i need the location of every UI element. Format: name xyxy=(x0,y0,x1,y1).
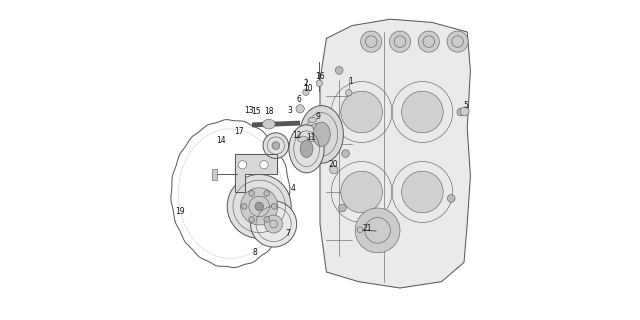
Circle shape xyxy=(296,105,305,113)
Circle shape xyxy=(341,171,383,213)
Circle shape xyxy=(357,227,363,233)
Circle shape xyxy=(249,190,255,196)
Circle shape xyxy=(342,150,349,157)
Text: 17: 17 xyxy=(234,127,244,136)
Text: 15: 15 xyxy=(251,107,261,116)
Circle shape xyxy=(402,91,443,133)
Circle shape xyxy=(264,190,269,196)
Text: 8: 8 xyxy=(253,248,258,257)
Ellipse shape xyxy=(300,106,344,163)
Circle shape xyxy=(402,171,443,213)
Circle shape xyxy=(341,91,383,133)
Circle shape xyxy=(447,195,455,202)
Ellipse shape xyxy=(307,137,316,142)
Circle shape xyxy=(330,165,338,174)
Circle shape xyxy=(339,204,346,212)
Circle shape xyxy=(239,161,247,169)
Circle shape xyxy=(460,107,469,116)
Circle shape xyxy=(271,204,277,209)
Ellipse shape xyxy=(308,117,317,123)
Text: 7: 7 xyxy=(285,229,291,238)
Ellipse shape xyxy=(298,136,308,142)
Text: 5: 5 xyxy=(463,101,468,110)
Text: 20: 20 xyxy=(329,160,339,169)
Bar xyxy=(212,169,217,180)
Ellipse shape xyxy=(289,125,324,173)
Circle shape xyxy=(263,133,289,158)
Text: 12: 12 xyxy=(292,131,301,140)
Circle shape xyxy=(260,161,268,169)
Text: 21: 21 xyxy=(363,224,372,233)
Circle shape xyxy=(457,108,465,116)
Text: 11: 11 xyxy=(307,133,316,142)
Circle shape xyxy=(241,188,278,225)
Ellipse shape xyxy=(312,124,322,129)
Text: 14: 14 xyxy=(216,136,226,145)
Text: 4: 4 xyxy=(291,184,295,193)
Circle shape xyxy=(355,208,400,253)
Circle shape xyxy=(389,31,411,52)
Circle shape xyxy=(447,31,468,52)
Circle shape xyxy=(303,89,309,95)
Circle shape xyxy=(265,215,283,233)
Circle shape xyxy=(249,217,255,222)
Text: 13: 13 xyxy=(244,106,254,115)
Text: 6: 6 xyxy=(297,95,301,104)
Text: 19: 19 xyxy=(175,207,185,216)
Text: 1: 1 xyxy=(348,77,353,86)
Polygon shape xyxy=(320,19,470,288)
Circle shape xyxy=(361,31,382,52)
Text: 10: 10 xyxy=(303,84,313,93)
Circle shape xyxy=(346,90,352,96)
Circle shape xyxy=(316,80,323,86)
Ellipse shape xyxy=(300,140,313,157)
Circle shape xyxy=(251,201,297,247)
Text: 3: 3 xyxy=(287,106,292,115)
Circle shape xyxy=(255,202,264,211)
Text: 18: 18 xyxy=(265,107,274,116)
Circle shape xyxy=(264,217,269,222)
Circle shape xyxy=(241,204,247,209)
Circle shape xyxy=(227,174,291,238)
Ellipse shape xyxy=(313,122,330,147)
Circle shape xyxy=(272,142,280,149)
Text: 16: 16 xyxy=(315,72,325,81)
Polygon shape xyxy=(236,154,277,192)
Text: 9: 9 xyxy=(315,112,320,121)
Circle shape xyxy=(335,67,343,74)
Circle shape xyxy=(419,31,440,52)
Ellipse shape xyxy=(262,119,275,129)
Text: 2: 2 xyxy=(303,79,308,88)
